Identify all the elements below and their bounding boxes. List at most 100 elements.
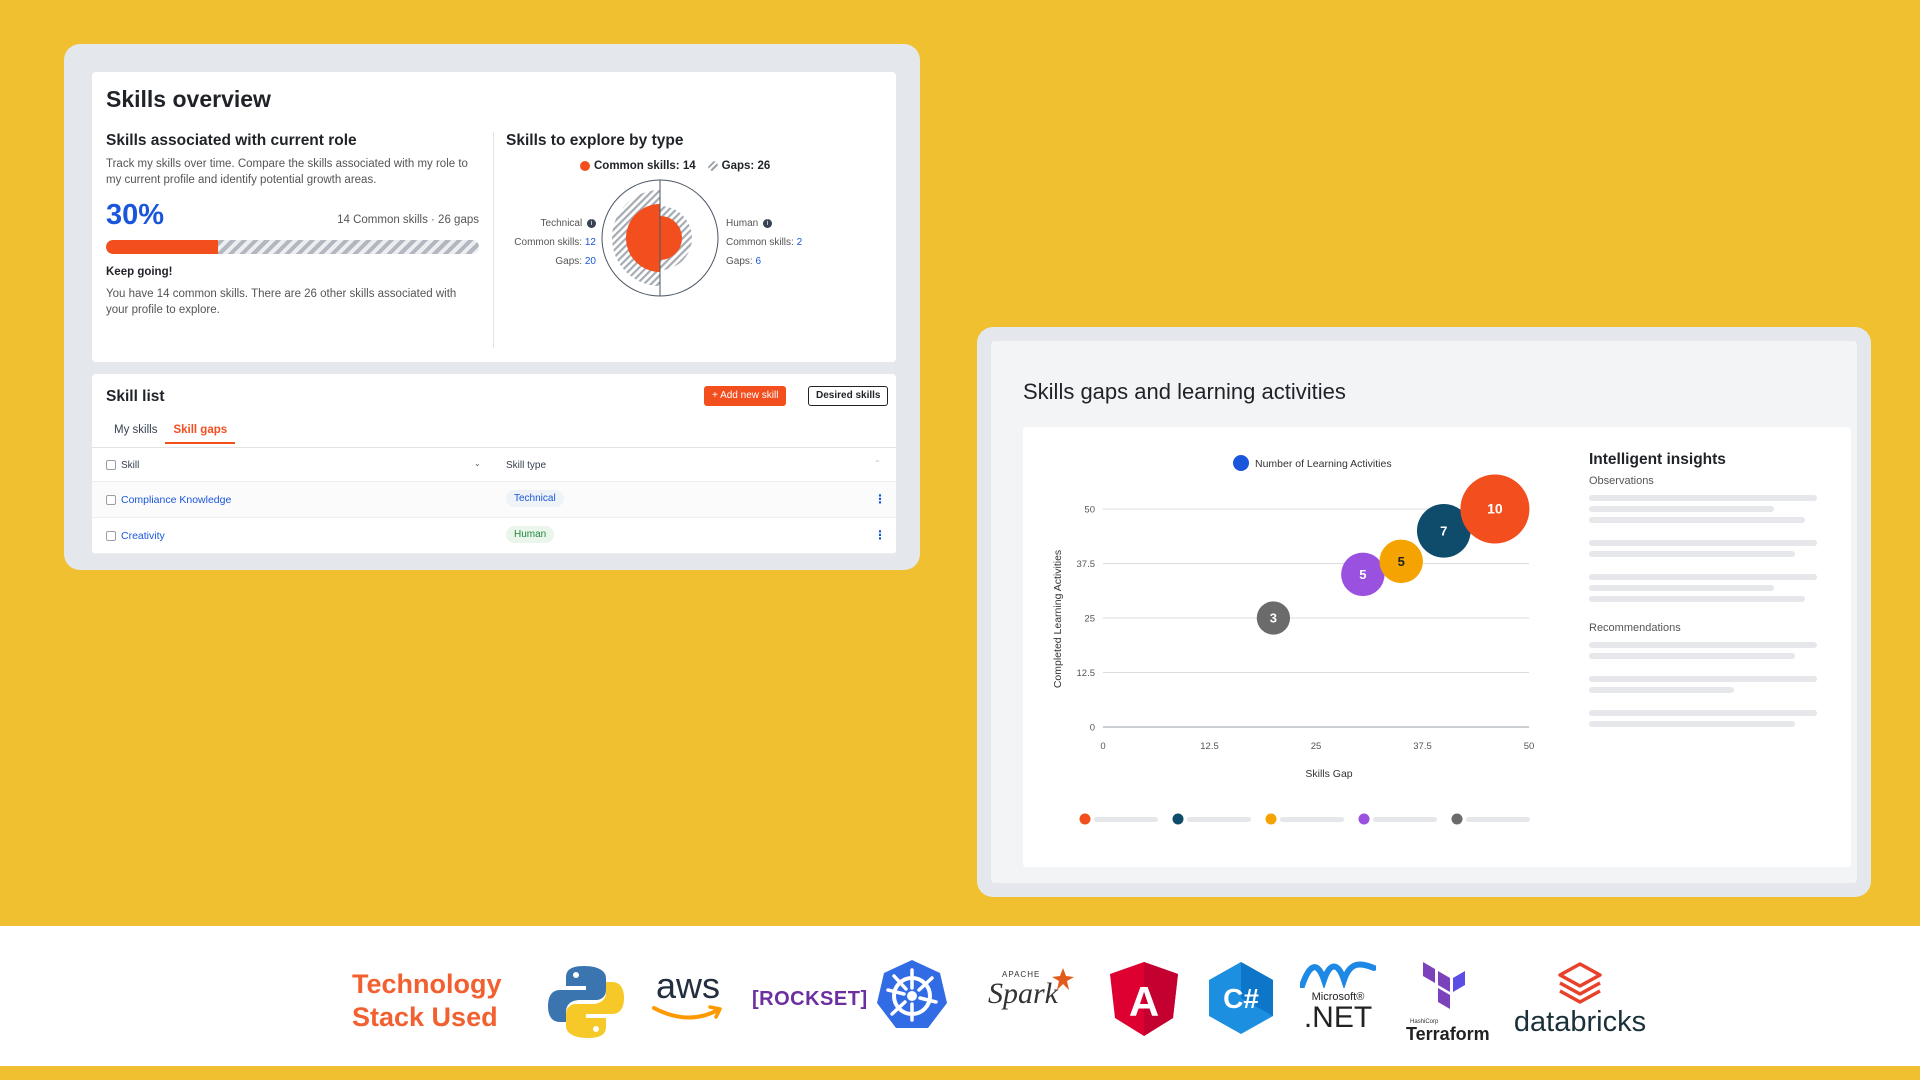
info-icon[interactable]: i (763, 218, 773, 228)
angular-icon: A (1110, 962, 1178, 1036)
bubble-label: 5 (1398, 554, 1405, 569)
progress-percent: 30% (106, 199, 165, 231)
x-tick-label: 37.5 (1413, 741, 1432, 752)
desired-skills-button[interactable]: Desired skills (808, 386, 889, 406)
legend-common: Common skills: 14 (580, 160, 696, 172)
svg-text:C#: C# (1223, 983, 1259, 1014)
tech-stack-strip: Technology Stack Used aws [ROCKSET] APAC… (0, 926, 1920, 1066)
rockset-icon: [ROCKSET] (752, 988, 868, 1010)
skills-gaps-title: Skills gaps and learning activities (1023, 379, 1346, 404)
row-checkbox[interactable] (106, 495, 116, 505)
human-gaps-value: 6 (755, 256, 762, 267)
bubble-point[interactable] (1460, 474, 1530, 544)
csharp-icon: C# (1209, 962, 1273, 1034)
select-all-checkbox[interactable] (106, 460, 116, 470)
info-icon[interactable]: i (587, 218, 596, 228)
donut-legend: Common skills: 14 Gaps: 26 (580, 160, 770, 172)
legend-swatch (1265, 813, 1277, 825)
technical-common-slice (626, 204, 660, 272)
skill-type-badge: Human (506, 526, 555, 543)
bubble-chart: 0 12.5 25 37.5 50 0 12.5 25 37.5 50 3 5 5 7 10 Numbe… (1052, 455, 1535, 825)
sort-icon[interactable]: ⌄ (474, 459, 481, 468)
bubble-label: 3 (1270, 611, 1277, 626)
page-title: Skills overview (106, 86, 271, 112)
observations-placeholder (1589, 495, 1821, 602)
skills-overview-panel: Skills overview Skills associated with c… (92, 72, 896, 362)
bubble-point[interactable] (1379, 539, 1423, 584)
chart-legend: Number of Learning Activities (1255, 458, 1392, 470)
human-common-slice (660, 216, 682, 260)
skills-count-meta: 14 Common skills · 26 gaps (337, 214, 479, 226)
skills-donut-chart (601, 179, 719, 297)
legend-swatch (1451, 813, 1463, 825)
bubble-label: 7 (1440, 523, 1447, 538)
row-checkbox[interactable] (106, 531, 116, 541)
table-row[interactable]: Creativity Human ⋮ (92, 518, 896, 554)
legend-gaps: Gaps: 26 (707, 160, 770, 172)
x-tick-label: 25 (1311, 741, 1322, 752)
tech-stack-label: Technology Stack Used (352, 969, 502, 1032)
databricks-icon: databricks (1510, 962, 1650, 1037)
bubble-point[interactable] (1416, 503, 1471, 558)
legend-dot-icon (1233, 455, 1249, 471)
bubble-point[interactable] (1256, 601, 1291, 635)
y-tick-label: 0 (1090, 723, 1095, 734)
more-options-icon[interactable]: ⋮ (874, 492, 886, 506)
column-skill[interactable]: Skill (121, 460, 140, 471)
x-tick-label: 50 (1524, 741, 1535, 752)
skill-tabs: My skills Skill gaps (106, 424, 236, 444)
keep-going-text: Keep going! (106, 266, 173, 278)
human-common-value: 2 (796, 237, 803, 248)
intelligent-insights: Intelligent insights Observations Recomm… (1589, 451, 1821, 727)
bubble-label: 10 (1487, 501, 1503, 517)
recommendations-placeholder (1589, 642, 1821, 727)
insights-title: Intelligent insights (1589, 451, 1726, 468)
y-tick-label: 12.5 (1077, 668, 1096, 679)
y-tick-label: 25 (1084, 614, 1095, 625)
current-role-summary: You have 14 common skills. There are 26 … (106, 288, 457, 316)
skill-link[interactable]: Compliance Knowledge (121, 494, 232, 506)
spark-icon: APACHE Spark (988, 968, 1078, 1009)
chart-container: 0 12.5 25 37.5 50 0 12.5 25 37.5 50 3 5 5 7 10 Numbe… (1023, 427, 1851, 867)
sort-icon[interactable]: ⌃ (874, 459, 881, 468)
y-tick-label: 50 (1084, 505, 1095, 516)
bubble-point[interactable] (1341, 552, 1385, 597)
legend-placeholder (1466, 817, 1530, 822)
technical-gaps-value: 20 (584, 256, 596, 267)
skills-gaps-card: Skills gaps and learning activities 0 12.… (977, 327, 1871, 897)
explore-section: Skills to explore by type Common skills:… (506, 132, 901, 352)
legend-swatch (1079, 813, 1091, 825)
x-tick-label: 12.5 (1200, 741, 1219, 752)
technical-stats: Technical i Common skills: 12 Gaps: 20 (514, 218, 596, 267)
tabs-divider (92, 447, 896, 448)
skill-type-badge: Technical (506, 490, 564, 507)
add-new-skill-button[interactable]: + Add new skill (704, 386, 787, 406)
legend-placeholder (1373, 817, 1437, 822)
x-tick-label: 0 (1100, 741, 1105, 752)
current-role-description: Track my skills over time. Compare the s… (106, 158, 468, 186)
skills-overview-card: Skills overview Skills associated with c… (64, 44, 920, 570)
skills-gaps-panel: Skills gaps and learning activities 0 12.… (991, 341, 1857, 883)
recommendations-label: Recommendations (1589, 622, 1681, 634)
progress-bar-fill (106, 240, 218, 254)
more-options-icon[interactable]: ⋮ (874, 528, 886, 542)
human-label: Human (726, 218, 759, 229)
legend-placeholder (1187, 817, 1251, 822)
skill-link[interactable]: Creativity (121, 530, 165, 542)
kubernetes-icon (877, 960, 947, 1028)
tab-my-skills[interactable]: My skills (114, 424, 158, 436)
bubble-label: 5 (1359, 567, 1366, 582)
dotnet-icon: Microsoft® .NET (1298, 960, 1378, 1033)
current-role-section: Skills associated with current role Trac… (106, 132, 479, 318)
aws-icon: aws (648, 968, 728, 1027)
skill-list-panel: Skill list + Add new skill Desired skill… (92, 374, 896, 554)
table-header: Skill ⌄ Skill type ⌃ (92, 448, 896, 482)
terraform-icon: HashiCorp Terraform (1406, 960, 1490, 1043)
human-stats: Human i Common skills: 2 Gaps: 6 (726, 218, 803, 267)
bottom-border (0, 1066, 1920, 1080)
current-role-heading: Skills associated with current role (106, 132, 357, 149)
tab-skill-gaps[interactable]: Skill gaps (165, 424, 236, 444)
skill-list-title: Skill list (106, 388, 165, 405)
column-skill-type[interactable]: Skill type (506, 460, 547, 471)
table-row[interactable]: Compliance Knowledge Technical ⋮ (92, 482, 896, 518)
